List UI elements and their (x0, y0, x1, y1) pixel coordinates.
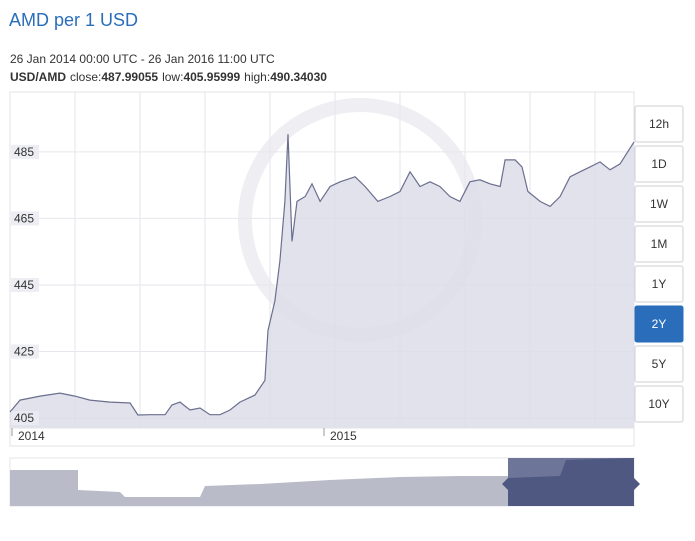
range-button[interactable] (634, 145, 684, 183)
subtitle: 26 Jan 2014 00:00 UTC - 26 Jan 2016 11:0… (10, 52, 275, 66)
y-tick-label: 485 (14, 145, 34, 159)
x-tick-label: 2014 (18, 429, 45, 443)
range-button[interactable] (634, 265, 684, 303)
range-button-label[interactable]: 5Y (652, 357, 667, 371)
y-tick-bg (11, 277, 39, 292)
range-button[interactable] (634, 225, 684, 263)
y-tick-label: 405 (14, 411, 34, 425)
navigator-selection-area (508, 458, 634, 506)
range-button[interactable] (634, 105, 684, 143)
range-button[interactable] (634, 345, 684, 383)
navigator-area (10, 470, 508, 506)
y-tick-bg (11, 211, 39, 226)
y-tick-label: 445 (14, 278, 34, 292)
range-button-label[interactable]: 1Y (652, 277, 667, 291)
pair: USD/AMD (10, 70, 66, 84)
area-fill (10, 134, 634, 428)
range-button[interactable] (634, 305, 684, 343)
y-tick-bg (11, 344, 39, 359)
x-tick-label: 2015 (330, 429, 357, 443)
stat-label: high: (244, 70, 270, 84)
range-button-label[interactable]: 1D (651, 157, 667, 171)
range-button-label[interactable]: 2Y (652, 317, 667, 331)
range-button-label[interactable]: 1W (650, 197, 669, 211)
line (9, 134, 635, 416)
stat-label: low: (162, 70, 183, 84)
stats-line: USD/AMD close:487.99055 low:405.95999 high:… (10, 70, 327, 84)
plot (9, 91, 635, 429)
range-button-label[interactable]: 1M (651, 237, 668, 251)
range-button[interactable] (634, 185, 684, 223)
navigator (9, 457, 640, 507)
y-tick-label: 465 (14, 212, 34, 226)
chart-title: AMD per 1 USD (9, 10, 138, 30)
y-tick-label: 425 (14, 345, 34, 359)
y-tick-bg (11, 411, 39, 426)
range-button-label[interactable]: 12h (649, 117, 669, 131)
y-tick-bg (11, 144, 39, 159)
stat-value: 487.99055 (101, 70, 158, 84)
range-button[interactable] (634, 385, 684, 423)
stat-value: 490.34030 (270, 70, 327, 84)
stat-value: 405.95999 (183, 70, 240, 84)
range-button-label[interactable]: 10Y (648, 397, 669, 411)
y-ticks: 405 425 445 465 485 (11, 144, 39, 426)
x-axis-band (9, 427, 635, 447)
stat-label: close: (70, 70, 101, 84)
